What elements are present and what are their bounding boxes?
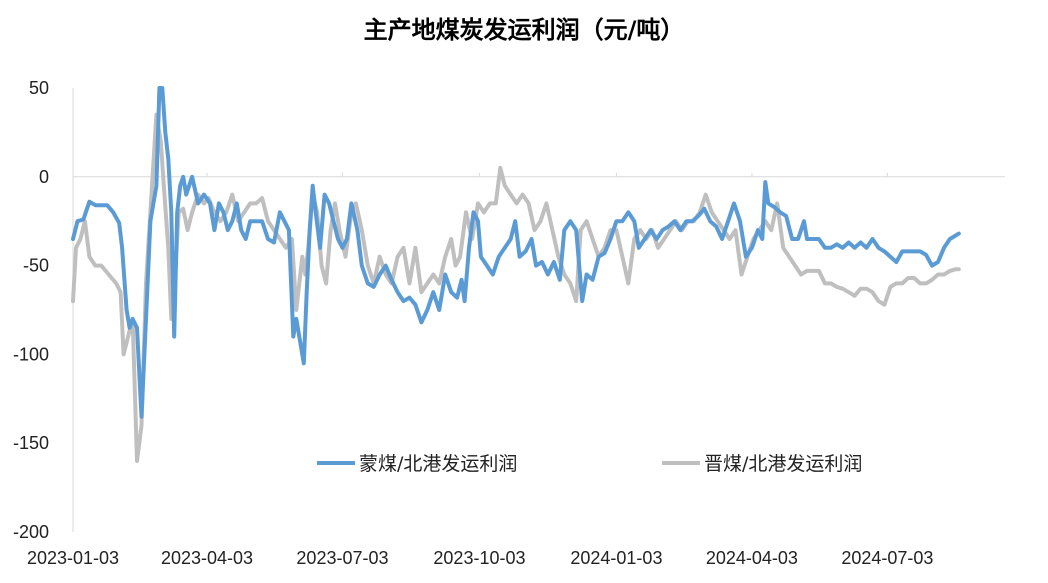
legend-label: 晋煤/北港发运利润 [704,453,862,475]
y-tick-label: -200 [13,522,49,542]
series-line-jin [71,112,961,463]
y-tick-label: -150 [13,433,49,453]
x-tick-label: 2024-04-03 [706,548,798,568]
x-tick-label: 2024-01-03 [570,548,662,568]
axes: 50 0 -50 -100 -150 -200 2023-01-03 2023-04-03 20… [13,78,1005,568]
legend-label: 蒙煤/北港发运利润 [359,453,517,475]
series-line-meng [71,86,961,419]
chart-title: 主产地煤炭发运利润（元/吨） [363,16,685,44]
y-tick-label: 50 [29,78,49,98]
y-tick-label: -100 [13,344,49,364]
y-tick-label: 0 [39,167,49,187]
x-tick-label: 2023-10-03 [433,548,525,568]
x-tick-label: 2024-07-03 [841,548,933,568]
x-tick-label: 2023-07-03 [296,548,388,568]
legend: 蒙煤/北港发运利润 晋煤/北港发运利润 [317,453,862,475]
y-tick-label: -50 [23,256,49,276]
x-tick-label: 2023-04-03 [161,548,253,568]
series-lines [71,86,961,463]
x-tick-label: 2023-01-03 [27,548,119,568]
